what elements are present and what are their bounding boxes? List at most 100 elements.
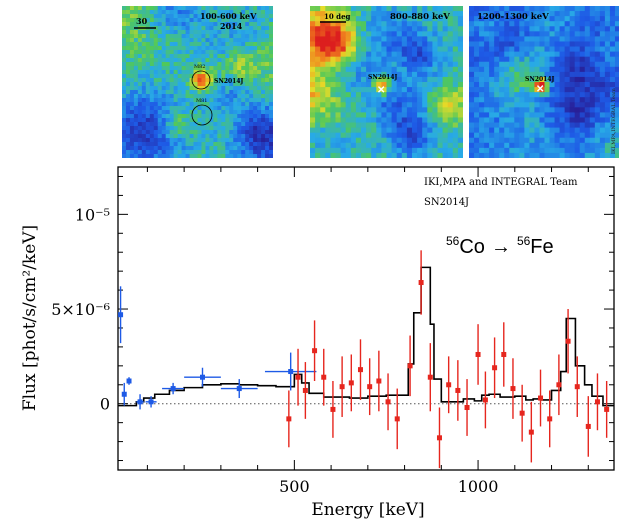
point-marker (482, 397, 488, 403)
arrow-icon: → (491, 236, 511, 258)
data-point (321, 348, 327, 406)
point-marker (547, 416, 553, 422)
source-circle-m81 (191, 104, 213, 126)
point-marker (407, 363, 413, 369)
source-label-m81: M81 (196, 98, 207, 104)
data-point (501, 322, 507, 387)
y-axis-label: Flux [phot/s/cm²/keV] (20, 225, 40, 411)
point-marker (148, 399, 154, 405)
point-marker (321, 374, 327, 380)
axis-ticks (118, 167, 614, 470)
point-marker (574, 384, 580, 390)
y-tick-labels: 0 5×10⁻⁶ 10⁻⁵ (51, 205, 110, 413)
point-marker (236, 386, 242, 392)
data-point (136, 394, 144, 410)
series-low-energy (118, 286, 317, 410)
point-marker (339, 384, 345, 390)
source-circle-sn2014j (191, 70, 211, 90)
sky-map-800-880kev: 10 deg 800-880 keV SN2014J ✕ (310, 6, 463, 158)
source-label-sn2014j: SN2014J (368, 74, 398, 81)
point-marker (200, 374, 206, 380)
source-label-sn2014j: SN2014J (214, 78, 244, 85)
data-point (436, 407, 442, 469)
data-point (556, 354, 562, 416)
year-label: 2014 (220, 21, 243, 31)
daughter-mass-number: 56 (517, 234, 531, 248)
point-marker (295, 374, 301, 380)
point-marker (556, 382, 562, 388)
point-marker (427, 374, 433, 380)
data-point (295, 348, 301, 406)
point-marker (475, 351, 481, 357)
point-marker (594, 399, 600, 405)
point-marker (492, 365, 498, 371)
point-marker (312, 348, 318, 354)
annotation-team: IKI,MPA and INTEGRAL Team (424, 177, 578, 188)
scale-label: 30 (136, 16, 148, 26)
source-label-sn2014j: SN2014J (525, 76, 555, 83)
source-marker-icon: ✕ (377, 85, 385, 96)
data-point (464, 379, 470, 436)
data-point (482, 371, 488, 429)
data-point (418, 250, 424, 315)
point-marker (376, 378, 382, 384)
data-point (519, 384, 525, 442)
y-tick-label: 10⁻⁵ (75, 205, 110, 224)
sky-map-1200-1300kev: 1200-1300 keV SN2014J ✕ IKI,MPA,INTEGRAL… (469, 6, 619, 158)
x-axis-label: Energy [keV] (311, 500, 424, 520)
point-marker (538, 395, 544, 401)
data-point (427, 343, 433, 412)
parent-element: Co (459, 236, 485, 258)
point-marker (121, 391, 127, 397)
data-point (594, 373, 600, 431)
model-step-line (118, 266, 614, 407)
data-point (547, 390, 553, 448)
point-marker (510, 386, 516, 392)
data-point (455, 360, 461, 421)
data-point (220, 379, 258, 399)
point-marker (302, 387, 308, 393)
point-marker (286, 416, 292, 422)
y-tick-label: 5×10⁻⁶ (51, 300, 110, 319)
data-point (475, 324, 481, 385)
point-marker (137, 399, 143, 405)
point-marker (126, 378, 132, 384)
point-marker (394, 416, 400, 422)
data-point (407, 335, 413, 397)
source-marker-icon: ✕ (536, 84, 544, 95)
band-label: 800-880 keV (390, 12, 450, 22)
series-high-energy (286, 250, 610, 469)
point-marker (330, 406, 336, 412)
data-point (385, 373, 391, 431)
reaction-label: 56Co → 56Fe (446, 234, 554, 258)
point-marker (519, 410, 525, 416)
data-point (184, 367, 221, 387)
source-label-m82: M82 (194, 64, 205, 70)
data-point (121, 382, 127, 406)
point-marker (288, 369, 294, 375)
point-marker (464, 405, 470, 411)
band-label: 100-600 keV (200, 11, 257, 21)
sky-map-image (469, 6, 619, 158)
data-point (510, 358, 516, 419)
data-point (585, 396, 591, 457)
data-point (492, 337, 498, 399)
sky-map-overlay: 10 deg 800-880 keV SN2014J ✕ (320, 12, 450, 96)
point-marker (170, 386, 176, 392)
annotation-source: SN2014J (424, 197, 469, 208)
point-marker (118, 312, 124, 318)
data-point (604, 380, 610, 438)
point-marker (585, 423, 591, 429)
daughter-element: Fe (530, 236, 553, 258)
data-point (528, 401, 534, 463)
point-marker (528, 429, 534, 435)
parent-mass-number: 56 (446, 234, 460, 248)
point-marker (604, 406, 610, 412)
data-point (394, 388, 400, 450)
data-point (302, 362, 308, 419)
data-point (286, 390, 292, 448)
sky-map-overlay: 1200-1300 keV SN2014J ✕ IKI,MPA,INTEGRAL… (477, 12, 617, 154)
x-tick-labels: 500 1000 (279, 477, 498, 496)
x-tick-label: 500 (279, 477, 310, 496)
